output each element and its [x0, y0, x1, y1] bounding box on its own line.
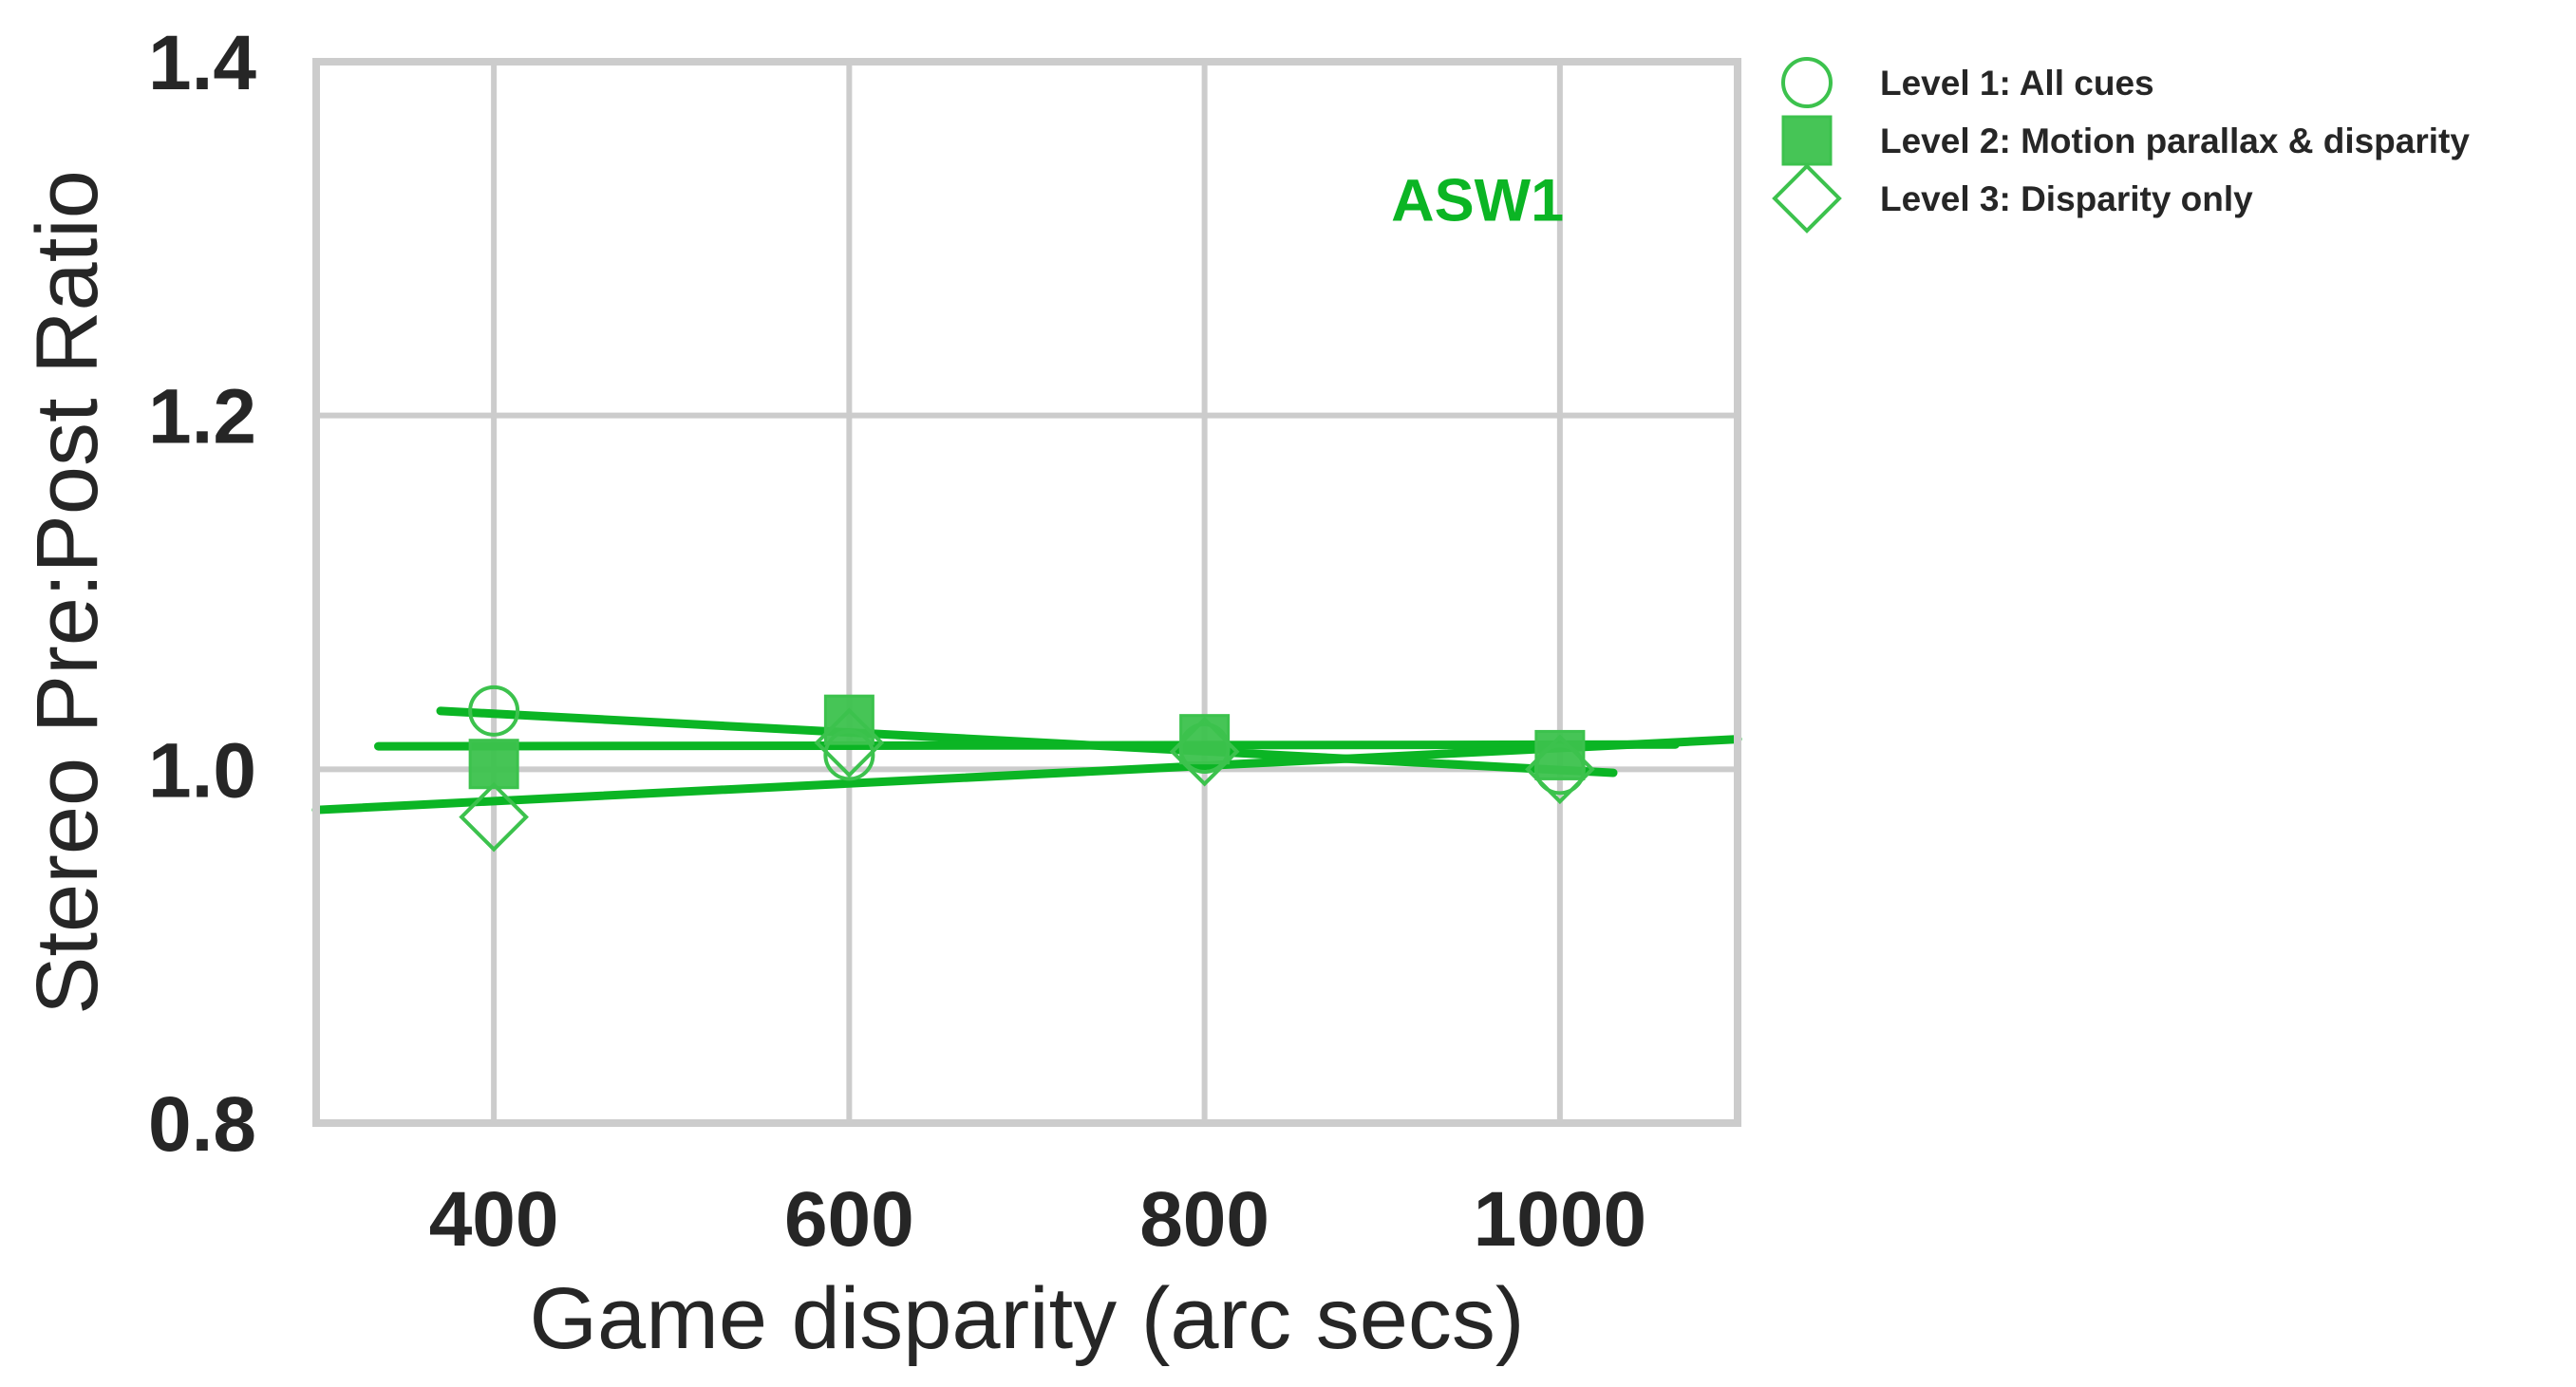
point-level3-800 [1169, 716, 1240, 787]
fit-lines [311, 706, 1742, 815]
y-tick-labels: 0.8 1.0 1.2 1.4 [148, 20, 256, 1168]
annotation-asw1: ASW1 [1391, 168, 1564, 234]
point-level3-1000 [1525, 734, 1595, 805]
point-level1-400 [468, 684, 520, 737]
y-tick-label-1.2: 1.2 [148, 374, 256, 460]
legend: Level 1: All cues Level 2: Motion paralla… [1772, 57, 2470, 234]
point-level2-600 [823, 694, 874, 745]
y-axis-title: Stereo Pre:Post Ratio [19, 170, 116, 1015]
data-points [459, 684, 1595, 853]
x-axis-title: Game disparity (arc secs) [529, 1270, 1524, 1367]
point-level2-800 [1179, 714, 1231, 765]
x-tick-label-600: 600 [784, 1176, 914, 1263]
point-level2-400 [468, 739, 519, 790]
point-level3-400 [459, 781, 529, 853]
x-tick-label-800: 800 [1139, 1176, 1269, 1263]
legend-marker-level1 [1781, 57, 1833, 108]
x-tick-label-1000: 1000 [1474, 1176, 1646, 1263]
legend-marker-level2 [1781, 115, 1833, 166]
legend-label-level1: Level 1: All cues [1880, 64, 2154, 103]
y-tick-label-1: 1.0 [148, 727, 256, 814]
x-tick-label-400: 400 [429, 1176, 559, 1263]
plot-frame [312, 58, 1741, 1127]
legend-label-level3: Level 3: Disparity only [1880, 179, 2253, 218]
x-tick-labels: 400 600 800 1000 [429, 1176, 1646, 1263]
y-tick-label-0.8: 0.8 [148, 1081, 256, 1168]
fit-line-level2 [373, 740, 1681, 751]
legend-marker-level3 [1772, 163, 1842, 234]
y-tick-label-1.4: 1.4 [148, 20, 256, 106]
point-level3-600 [814, 707, 885, 778]
fit-line-level3 [311, 735, 1742, 815]
legend-label-level2: Level 2: Motion parallax & disparity [1880, 122, 2470, 160]
